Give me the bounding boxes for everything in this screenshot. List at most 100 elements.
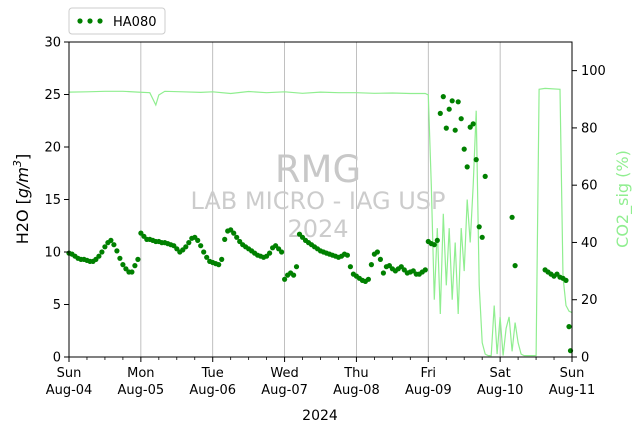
h2o-point: [374, 249, 380, 255]
watermark-line-2: LAB MICRO - IAG USP: [190, 187, 445, 215]
x-tick-label-day: Wed: [270, 366, 298, 381]
x-tick-label-date: Aug-04: [46, 383, 93, 398]
h2o-point: [186, 240, 192, 246]
h2o-point: [380, 270, 386, 276]
h2o-point: [96, 253, 102, 259]
h2o-point: [344, 252, 350, 258]
h2o-point: [204, 254, 210, 260]
watermark-line-1: RMG: [275, 148, 361, 191]
h2o-point: [291, 272, 297, 278]
y-left-tick-label: 0: [53, 351, 61, 366]
legend-marker-dot: [87, 18, 93, 24]
h2o-point: [563, 277, 569, 283]
plot-area: [69, 42, 572, 357]
h2o-point: [201, 249, 207, 255]
y-axis-label-left: H2O [g/m3]: [11, 154, 32, 245]
y-left-tick-label: 20: [44, 141, 61, 156]
h2o-point: [231, 230, 237, 236]
h2o-point: [431, 242, 437, 248]
x-tick-label-date: Aug-11: [549, 383, 596, 398]
h2o-point: [293, 264, 300, 270]
h2o-point: [422, 267, 428, 273]
h2o-point: [198, 243, 204, 249]
h2o-point: [102, 244, 108, 250]
co2-sig-line: [68, 87, 573, 357]
h2o-point: [279, 249, 285, 255]
x-tick-label-day: Sat: [489, 366, 510, 381]
h2o-point: [347, 264, 353, 270]
h2o-point: [377, 256, 383, 262]
h2o-point: [452, 127, 458, 133]
h2o-point: [135, 256, 141, 262]
y-right-tick-label: 20: [581, 293, 598, 308]
h2o-point: [455, 99, 461, 105]
h2o-point: [132, 263, 138, 269]
legend-label: HA080: [113, 15, 156, 30]
h2o-point: [449, 98, 455, 104]
h2o-point: [120, 262, 126, 268]
h2o-point: [461, 146, 467, 152]
x-tick-label-date: Aug-10: [477, 383, 524, 398]
watermark: RMG LAB MICRO - IAG USP 2024: [190, 148, 445, 243]
h2o-point: [509, 214, 515, 220]
x-tick-label-date: Aug-08: [333, 383, 380, 398]
h2o-point: [267, 250, 273, 256]
x-tick-label-day: Sun: [57, 366, 82, 381]
legend: HA080: [68, 7, 166, 35]
y-left-tick-label: 5: [53, 298, 61, 313]
h2o-point: [195, 237, 201, 243]
h2o-point: [446, 106, 452, 112]
h2o-point: [434, 237, 440, 243]
h2o-point: [479, 234, 485, 240]
h2o-point: [512, 263, 518, 269]
legend-marker-dot: [77, 18, 83, 24]
y-right-tick-label: 60: [581, 179, 598, 194]
x-tick-label-date: Aug-06: [189, 383, 236, 398]
y-axis-label-right: CO2_sig (%): [613, 150, 633, 248]
x-tick-label-day: Sun: [560, 366, 585, 381]
h2o-point: [566, 324, 572, 330]
h2o-point: [470, 121, 476, 127]
x-tick-label-day: Thu: [343, 366, 368, 381]
h2o-point: [443, 125, 449, 131]
h2o-point: [282, 276, 288, 282]
h2o-point: [129, 269, 135, 275]
y-left-tick-label: 15: [44, 193, 61, 208]
y-right-tick-label: 40: [581, 236, 598, 251]
watermark-line-3: 2024: [287, 215, 348, 243]
h2o-point: [114, 248, 120, 254]
y-left-tick-label: 25: [44, 88, 61, 103]
h2o-point: [108, 237, 114, 243]
h2o-point: [437, 110, 443, 116]
x-tick-label-day: Mon: [127, 366, 154, 381]
h2o-point: [117, 255, 123, 261]
h2o-point: [473, 157, 479, 163]
data-layer: [66, 87, 574, 357]
h2o-point: [458, 116, 464, 122]
axes: Sun Aug-04 Mon Aug-05 Tue Aug-06 Wed Aug-07 Thu A…: [44, 36, 605, 399]
h2o-point: [440, 94, 446, 100]
legend-marker-dot: [97, 18, 103, 24]
h2o-point: [365, 276, 371, 282]
h2o-point: [464, 164, 470, 170]
x-axis-label: 2024: [302, 408, 338, 424]
h2o-point: [368, 262, 374, 268]
legend-box: [68, 7, 166, 35]
y-left-tick-label: 30: [44, 36, 61, 51]
h2o-point: [234, 234, 240, 240]
h2o-point: [222, 236, 228, 242]
x-tick-label-date: Aug-09: [405, 383, 452, 398]
h2o-point: [482, 173, 488, 179]
h2o-point: [183, 244, 189, 250]
x-tick-label-day: Fri: [421, 366, 437, 381]
y-right-tick-label: 80: [581, 121, 598, 136]
x-tick-label-date: Aug-07: [261, 383, 308, 398]
h2o-point: [99, 249, 105, 255]
legend-marker: [77, 18, 103, 24]
h2o-point: [219, 256, 225, 262]
x-tick-label-date: Aug-05: [118, 383, 165, 398]
h2o-point: [216, 262, 222, 268]
y-right-tick-label: 100: [581, 64, 606, 79]
h2o-point: [476, 224, 482, 230]
